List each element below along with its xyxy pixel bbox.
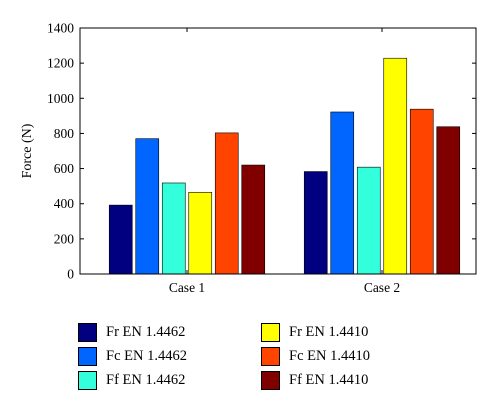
bar-ff-en-1-4462-case-1 (161, 182, 186, 275)
y-tick-label: 1400 (47, 21, 74, 36)
y-tick-label: 200 (54, 231, 75, 246)
legend-swatch (78, 346, 97, 366)
legend-item-ff-1-4410: Ff EN 1.4410 (261, 370, 368, 390)
legend-item-fr-1-4462: Fr EN 1.4462 (78, 322, 185, 342)
bar-fr-en-1-4462-case-1 (108, 204, 133, 275)
y-axis: 0 200 400 600 800 1000 1200 1400 (47, 21, 476, 282)
legend-label: Ff EN 1.4410 (289, 371, 369, 388)
legend-swatch (261, 370, 280, 390)
legend-label: Fr EN 1.4410 (289, 323, 369, 340)
bar-fr-en-1-4410-case-1 (188, 191, 213, 275)
legend-label: Fr EN 1.4462 (106, 323, 186, 340)
legend-swatch (261, 322, 280, 342)
legend-item-fc-1-4462: Fc EN 1.4462 (78, 346, 187, 366)
legend-swatch (78, 370, 97, 390)
bar-fr-en-1-4462-case-2 (303, 171, 328, 275)
x-axis: Case 1 Case 2 (169, 28, 400, 295)
bar-fc-en-1-4462-case-2 (330, 111, 355, 275)
x-tick-label: Case 2 (364, 280, 400, 295)
bar-fc-en-1-4410-case-1 (214, 132, 239, 275)
legend-swatch (261, 346, 280, 366)
bar-ff-en-1-4410-case-1 (241, 164, 266, 275)
y-tick-label: 1200 (47, 56, 74, 71)
bar-chart: 0 200 400 600 800 1000 1200 1400 Case 1 Case 2 F… (20, 21, 477, 295)
legend-item-fr-1-4410: Fr EN 1.4410 (261, 322, 368, 342)
bars-group (108, 57, 461, 275)
y-tick-label: 0 (67, 267, 74, 282)
y-axis-label: Force (N) (20, 123, 35, 178)
legend-item-fc-1-4410: Fc EN 1.4410 (261, 346, 370, 366)
bar-fr-en-1-4410-case-2 (383, 57, 408, 275)
y-tick-label: 1000 (47, 91, 74, 106)
bar-ff-en-1-4462-case-2 (356, 166, 381, 275)
legend: Fr EN 1.4462 Fc EN 1.4462 Ff EN 1.4462 F… (78, 322, 418, 392)
bar-fc-en-1-4462-case-1 (135, 138, 160, 275)
plot-frame (79, 27, 477, 275)
bar-fc-en-1-4410-case-2 (409, 108, 434, 275)
y-tick-label: 800 (54, 126, 75, 141)
legend-item-ff-1-4462: Ff EN 1.4462 (78, 370, 185, 390)
legend-label: Fc EN 1.4462 (106, 347, 187, 364)
bar-ff-en-1-4410-case-2 (436, 126, 461, 275)
legend-swatch (78, 322, 97, 342)
y-tick-label: 400 (54, 196, 75, 211)
legend-label: Fc EN 1.4410 (289, 347, 370, 364)
y-tick-label: 600 (54, 161, 75, 176)
x-tick-label: Case 1 (169, 280, 205, 295)
legend-label: Ff EN 1.4462 (106, 371, 186, 388)
